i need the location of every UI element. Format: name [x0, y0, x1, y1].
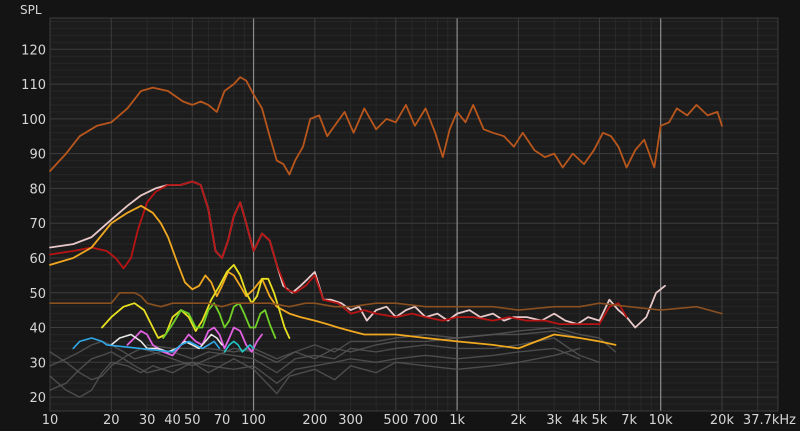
- x-tick-label: 20: [103, 413, 120, 428]
- y-axis-label: SPL: [20, 3, 42, 17]
- series-line-3: [49, 180, 628, 325]
- y-tick-label: 70: [29, 217, 46, 232]
- series-line-6: [162, 302, 277, 339]
- y-tick-label: 100: [21, 113, 46, 128]
- series-line-5: [101, 264, 291, 339]
- x-tick-label: 10: [42, 413, 59, 428]
- y-tick-label: 90: [29, 148, 46, 163]
- x-tick-label: 3k: [546, 413, 562, 428]
- x-tick-label: 50: [184, 413, 201, 428]
- x-tick-label: 30: [139, 413, 156, 428]
- series-line-14: [49, 330, 581, 381]
- x-tick-labels: 10 20 30 40 50 70 100 200 300 500 700 1k 2k 3k 4k 5k 7k 1…: [42, 413, 796, 428]
- x-tick-label: 10k: [649, 413, 674, 428]
- series-line-9: [72, 337, 221, 353]
- y-tick-label: 20: [29, 391, 46, 406]
- plot-area: [50, 18, 778, 411]
- x-tick-label: 40: [164, 413, 181, 428]
- x-tick-label: 1k: [449, 413, 465, 428]
- y-tick-label: 110: [21, 78, 46, 93]
- series-line-16: [146, 326, 617, 360]
- plot-border: [49, 17, 779, 412]
- series-line-7: [126, 326, 263, 357]
- x-tick-label: 100: [241, 413, 266, 428]
- x-tick-label: 700: [413, 413, 438, 428]
- series-line-11: [49, 292, 723, 315]
- series-line-15: [49, 347, 581, 398]
- minor-grid: [50, 18, 778, 411]
- x-tick-label: 500: [383, 413, 408, 428]
- x-tick-label: 37.7kHz: [743, 413, 796, 428]
- y-tick-label: 30: [29, 356, 46, 371]
- y-tick-label: 40: [29, 322, 46, 337]
- x-tick-label: 5k: [591, 413, 607, 428]
- y-tick-label: 50: [29, 287, 46, 302]
- x-tick-label: 200: [302, 413, 327, 428]
- x-tick-label: 300: [338, 413, 363, 428]
- x-tick-label: 20k: [710, 413, 735, 428]
- y-tick-label: 60: [29, 252, 46, 267]
- series-line-10: [223, 340, 255, 353]
- x-tick-label: 70: [214, 413, 231, 428]
- x-tick-label: 4k: [572, 413, 588, 428]
- y-tick-label: 120: [21, 43, 46, 58]
- series-layer: [49, 76, 723, 398]
- series-line-1: [49, 76, 723, 176]
- y-tick-label: 80: [29, 182, 46, 197]
- x-tick-label: 7k: [621, 413, 637, 428]
- y-tick-labels: 20 30 40 50 60 70 80 90 100 110 120: [21, 43, 46, 406]
- series-line-4: [49, 204, 617, 350]
- series-line-12: [49, 337, 601, 374]
- series-line-13: [49, 347, 581, 391]
- x-tick-label: 2k: [510, 413, 526, 428]
